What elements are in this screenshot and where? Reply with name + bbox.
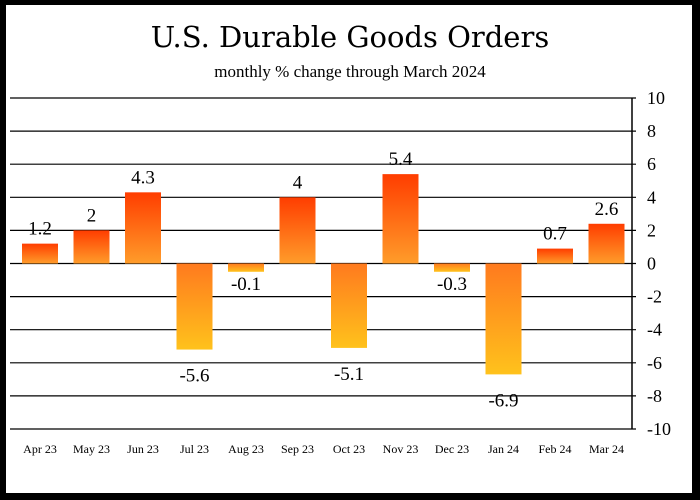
y-tick-label: 10 <box>647 88 665 108</box>
gridlines <box>10 97 636 430</box>
data-label: 5.4 <box>389 149 413 170</box>
data-label: -0.1 <box>231 274 261 295</box>
x-tick-label: Apr 23 <box>23 442 57 456</box>
data-label: 1.2 <box>28 219 52 240</box>
bar <box>588 223 625 264</box>
y-axis: 10 8 6 4 2 0 -2 -4 -6 -8 -10 <box>631 88 671 439</box>
x-tick-label: Oct 23 <box>333 442 365 456</box>
x-tick-label: Jul 23 <box>180 442 209 456</box>
bar <box>279 197 316 264</box>
y-tick-label: 8 <box>647 121 656 141</box>
data-label: 4.3 <box>131 167 155 188</box>
bar <box>125 192 161 264</box>
data-label: 4 <box>293 172 303 193</box>
x-tick-label: Dec 23 <box>435 442 469 456</box>
y-tick-label: 2 <box>647 220 656 240</box>
x-tick-label: Sep 23 <box>281 442 314 456</box>
x-tick-label: Jun 23 <box>127 442 159 456</box>
bar <box>537 248 573 264</box>
data-label: -5.1 <box>334 364 364 385</box>
x-tick-label: Mar 24 <box>589 442 624 456</box>
bar <box>228 263 264 272</box>
x-tick-label: Nov 23 <box>383 442 419 456</box>
data-label: 0.7 <box>543 224 567 245</box>
bars <box>22 174 625 375</box>
y-tick-label: 4 <box>647 187 656 207</box>
y-tick-label: -8 <box>647 386 662 406</box>
chart-frame <box>6 5 692 493</box>
data-label: -0.3 <box>437 274 467 295</box>
data-label: 2 <box>87 205 97 226</box>
x-axis: Apr 23 May 23 Jun 23 Jul 23 Aug 23 Sep 23 Oct … <box>23 442 624 456</box>
y-tick-label: 6 <box>647 154 656 174</box>
bar <box>485 263 522 375</box>
bar <box>382 174 419 264</box>
y-tick-label: -6 <box>647 353 662 373</box>
data-label: 2.6 <box>595 199 619 220</box>
x-tick-label: Jan 24 <box>488 442 519 456</box>
bar <box>73 230 110 264</box>
bar <box>434 263 470 272</box>
chart-title: U.S. Durable Goods Orders <box>150 20 550 54</box>
y-tick-label: -2 <box>647 287 662 307</box>
bar <box>176 263 213 350</box>
data-label: -6.9 <box>488 390 518 411</box>
x-tick-label: May 23 <box>73 442 110 456</box>
y-tick-label: 0 <box>647 254 656 274</box>
x-tick-label: Aug 23 <box>228 442 264 456</box>
y-tick-label: -4 <box>647 320 662 340</box>
bar <box>22 243 58 264</box>
bar <box>331 263 367 348</box>
chart-subtitle: monthly % change through March 2024 <box>214 62 486 81</box>
data-label: -5.6 <box>179 366 209 387</box>
x-tick-label: Feb 24 <box>539 442 572 456</box>
y-tick-label: -10 <box>647 419 671 439</box>
value-labels: 1.2 2 4.3 -5.6 -0.1 4 -5.1 5.4 -0.3 -6.9 0.7 2.6 <box>28 149 618 411</box>
